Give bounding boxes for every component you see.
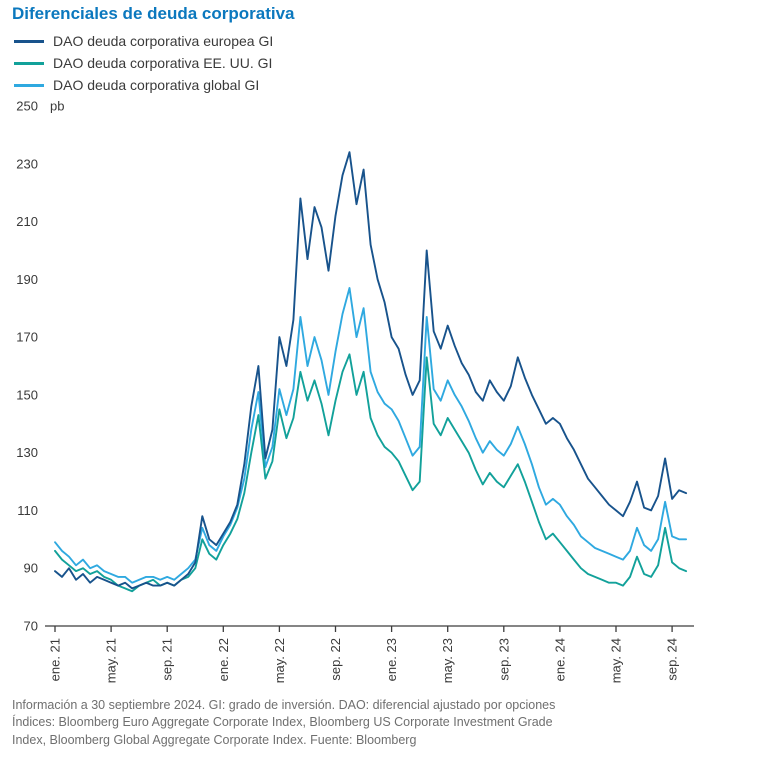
x-tick-label: sep. 24 xyxy=(665,638,680,681)
chart-legend: DAO deuda corporativa europea GI DAO deud… xyxy=(14,33,273,93)
y-tick-label: 170 xyxy=(16,330,38,345)
y-tick-label: 70 xyxy=(24,619,38,634)
x-tick-label: may. 23 xyxy=(440,638,455,683)
legend-label: DAO deuda corporativa europea GI xyxy=(53,33,274,49)
legend-label: DAO deuda corporativa EE. UU. GI xyxy=(53,55,273,71)
x-tick-label: sep. 23 xyxy=(496,638,511,681)
y-tick-label: 210 xyxy=(16,214,38,229)
series-line xyxy=(54,151,688,590)
corporate-debt-spreads-line-chart: 70 90 110 130 150 170 190 210 230 250 pb ene. 21 may… xyxy=(16,99,694,683)
y-axis-unit-label: pb xyxy=(50,99,64,114)
x-tick-label: may. 21 xyxy=(104,638,119,683)
series-line xyxy=(54,353,688,593)
legend-line-swatch xyxy=(14,39,44,43)
y-tick-label: 150 xyxy=(16,387,38,402)
x-tick-label: may. 24 xyxy=(609,638,624,683)
footnote-line: Información a 30 septiembre 2024. GI: gr… xyxy=(12,698,556,712)
x-tick-label: ene. 24 xyxy=(552,638,567,681)
footnote-line: Índices: Bloomberg Euro Aggregate Corpor… xyxy=(12,715,553,730)
x-tick-label: sep. 21 xyxy=(160,638,175,681)
x-tick-label: ene. 22 xyxy=(216,638,231,681)
x-tick-label: sep. 22 xyxy=(328,638,343,681)
legend-item: DAO deuda corporativa europea GI xyxy=(14,33,273,49)
x-tick-label: may. 22 xyxy=(272,638,287,683)
series-line xyxy=(54,287,688,584)
legend-item: DAO deuda corporativa EE. UU. GI xyxy=(14,55,273,71)
y-tick-label: 190 xyxy=(16,272,38,287)
x-tick-label: ene. 21 xyxy=(48,638,63,681)
legend-line-swatch xyxy=(14,83,44,87)
y-tick-label: 90 xyxy=(24,561,38,576)
chart-title: Diferenciales de deuda corporativa xyxy=(12,4,295,23)
legend-item: DAO deuda corporativa global GI xyxy=(14,77,273,93)
y-tick-label: 250 xyxy=(16,99,38,114)
footnote-line: Index, Bloomberg Global Aggregate Corpor… xyxy=(12,732,417,747)
legend-label: DAO deuda corporativa global GI xyxy=(53,77,260,93)
y-tick-label: 230 xyxy=(16,156,38,171)
y-tick-label: 130 xyxy=(16,445,38,460)
x-tick-label: ene. 23 xyxy=(384,638,399,681)
source-footnote: Información a 30 septiembre 2024. GI: gr… xyxy=(12,697,754,749)
y-tick-label: 110 xyxy=(17,503,38,518)
legend-line-swatch xyxy=(14,61,44,65)
